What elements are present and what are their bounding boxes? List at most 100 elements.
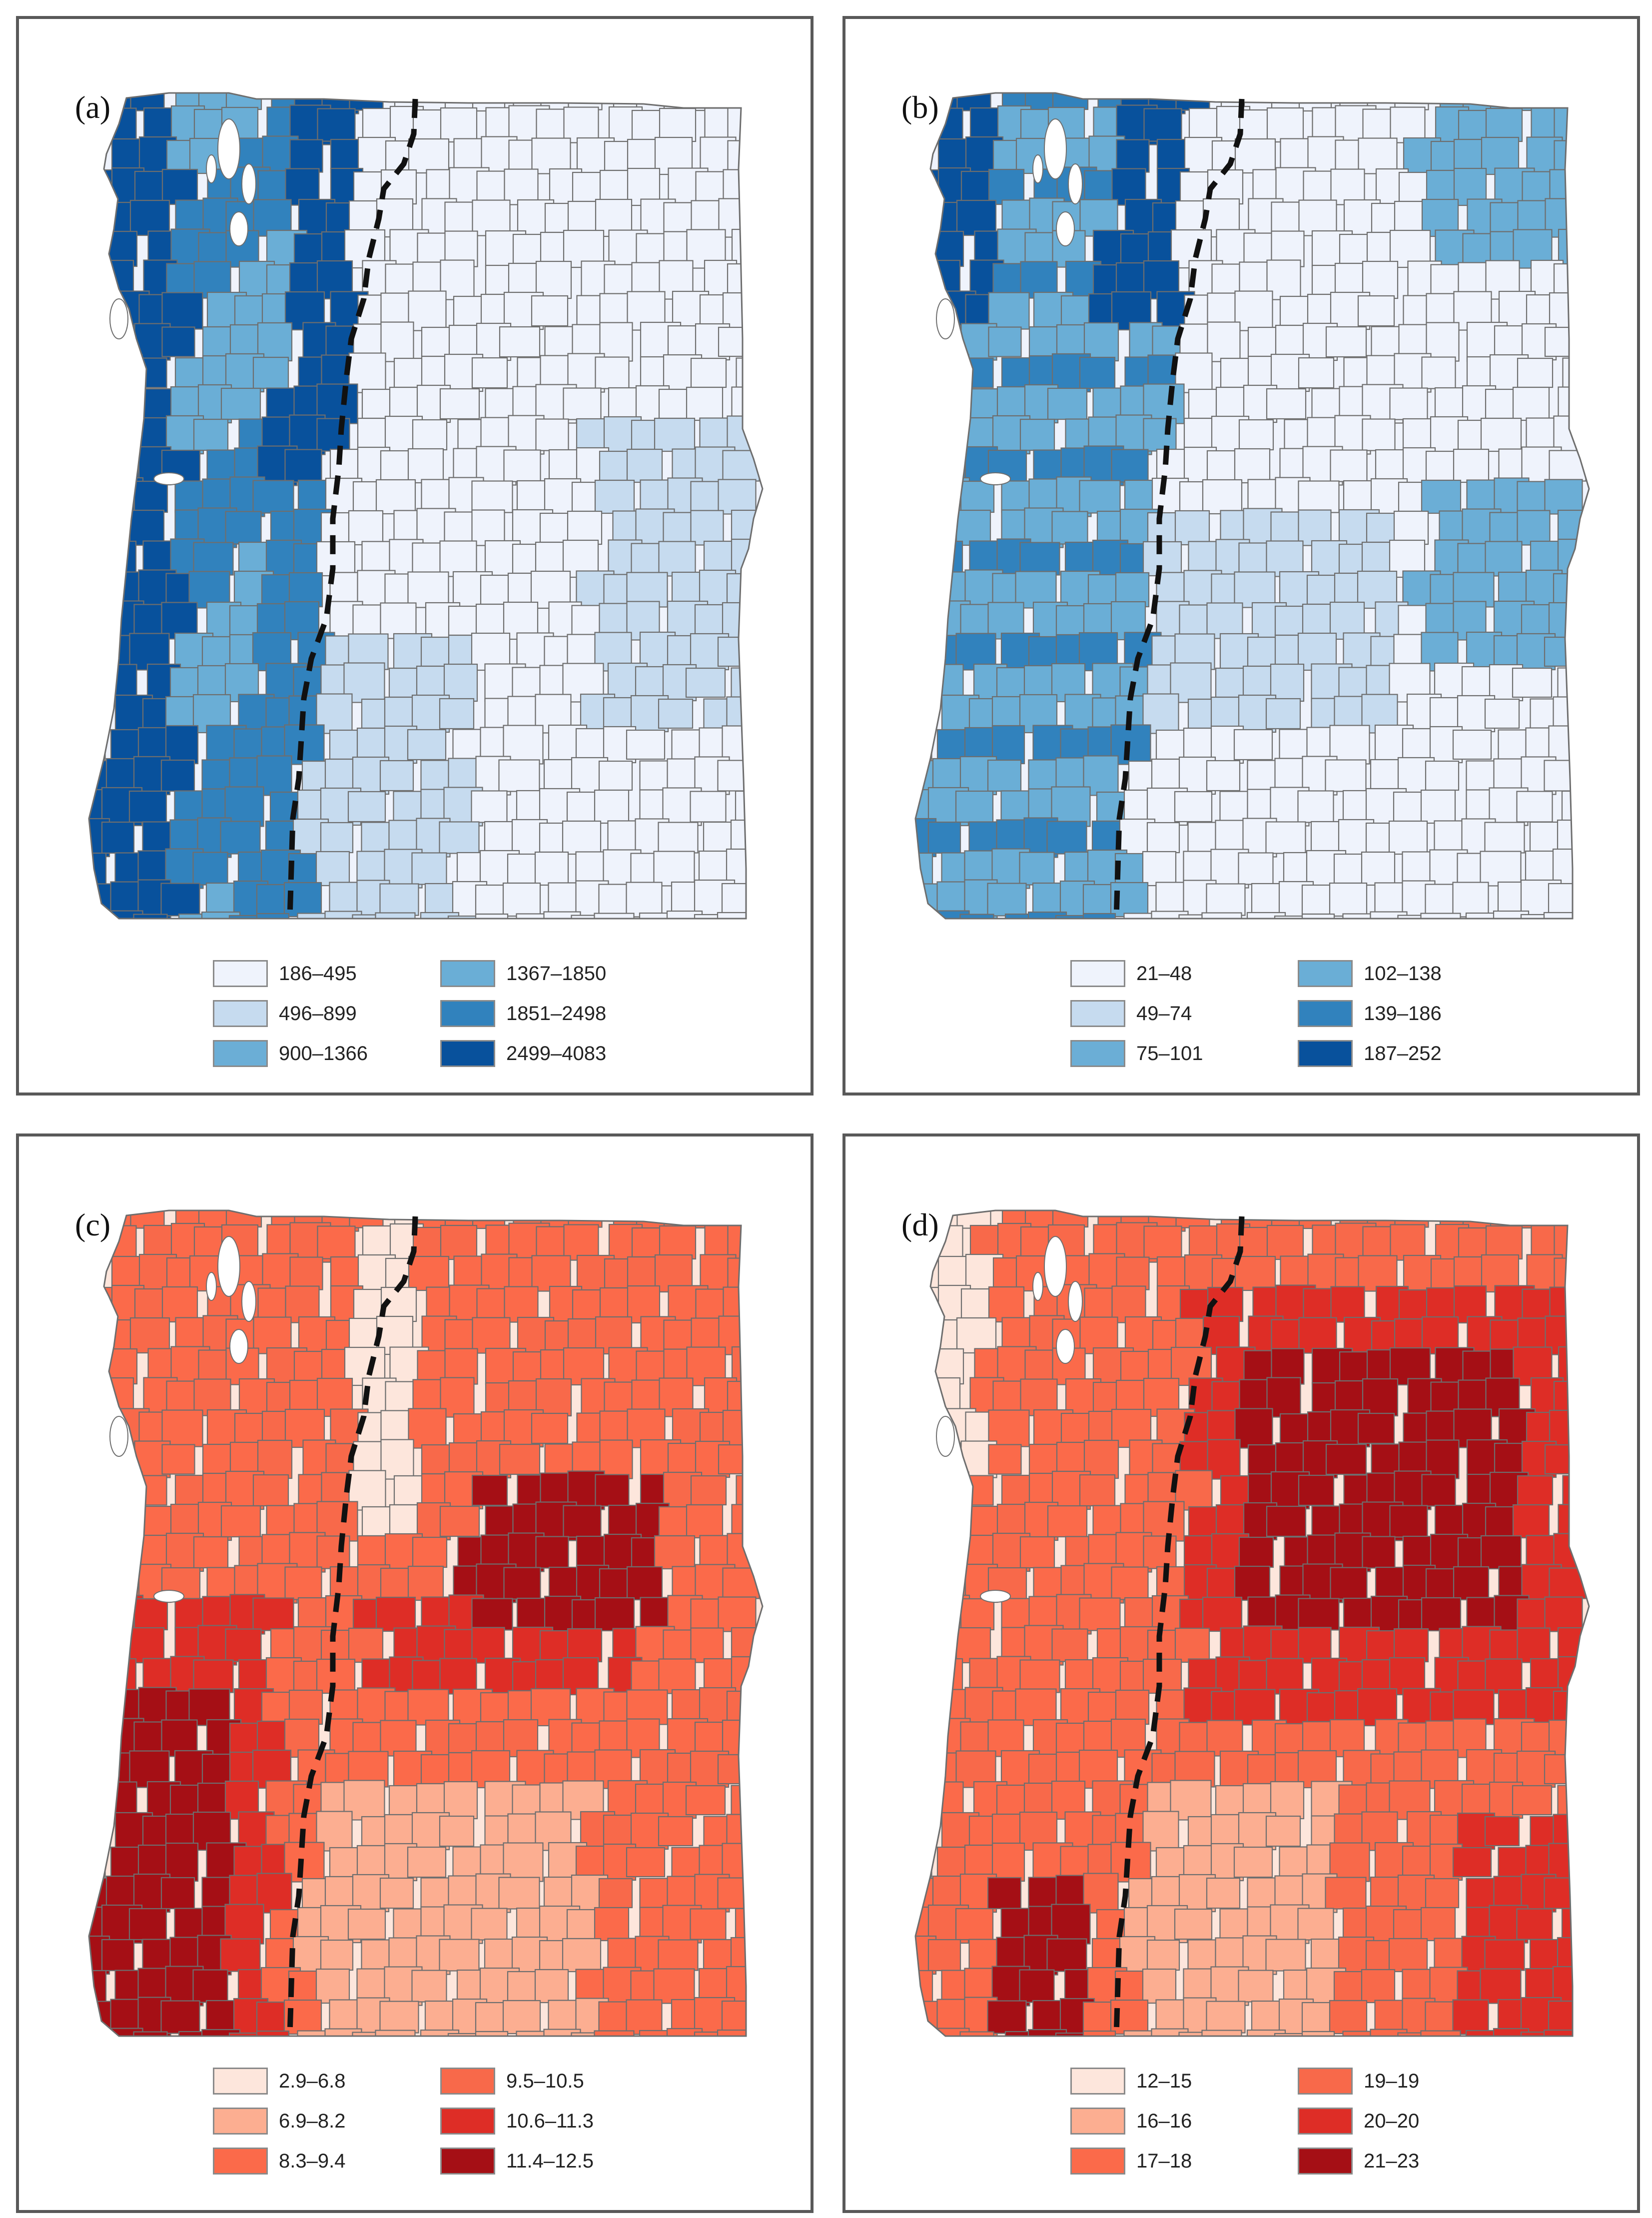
legend-swatch <box>1070 2068 1125 2095</box>
cascade-divide-line <box>1113 1216 1245 2037</box>
region-cell <box>722 450 760 482</box>
region-cell <box>498 1877 540 1910</box>
region-cell <box>1146 1939 1180 1971</box>
region-cell <box>915 1970 933 2003</box>
region-cell <box>408 1408 447 1449</box>
region-cell <box>1490 1210 1527 1227</box>
legend-item: 900–1366 <box>213 1039 368 1069</box>
region-cell <box>225 511 262 545</box>
region-cell <box>568 1210 603 1228</box>
region-cell <box>1557 538 1589 579</box>
region-cell <box>1201 912 1242 919</box>
region-cell <box>1233 1846 1273 1878</box>
region-cell <box>439 1815 475 1847</box>
region-cell <box>375 912 416 919</box>
region-cell <box>439 1939 480 1972</box>
region-cell <box>161 168 198 205</box>
legend-label: 21–23 <box>1364 2150 1420 2172</box>
region-cell <box>1362 418 1396 451</box>
legend-swatch <box>1070 1040 1125 1067</box>
region-cell <box>1055 915 1092 919</box>
region-cell <box>89 1408 106 1449</box>
region-cell <box>97 540 137 577</box>
region-cell <box>89 1256 104 1291</box>
legend-swatch <box>1070 1000 1125 1027</box>
region-cell <box>288 572 323 608</box>
region-cell <box>1358 137 1398 174</box>
region-cell <box>915 1625 942 1665</box>
region-cell <box>731 1785 763 1816</box>
region-cell <box>727 1380 763 1414</box>
region-cell <box>1142 541 1182 577</box>
region-cell <box>1453 1566 1490 1601</box>
region-cell <box>348 510 384 546</box>
region-cell <box>955 1908 994 1941</box>
region-cell <box>89 912 119 919</box>
region-cell <box>1548 883 1587 917</box>
region-cell <box>1019 1536 1055 1569</box>
region-cell <box>498 759 540 792</box>
region-cell <box>89 356 114 390</box>
region-cell <box>89 1350 113 1383</box>
region-cell <box>1082 2030 1116 2036</box>
region-cell <box>956 1317 997 1354</box>
region-cell <box>718 1444 760 1475</box>
region-cell <box>315 1968 350 2004</box>
region-cell <box>717 1877 759 1909</box>
region-cell <box>252 356 289 389</box>
region-cell <box>1520 2031 1554 2036</box>
region-cell <box>1420 913 1461 919</box>
region-cell <box>1490 93 1527 109</box>
region-cell <box>731 1346 763 1387</box>
water-body <box>1056 1329 1075 1364</box>
region-cell <box>959 914 994 919</box>
region-cell <box>915 1502 937 1540</box>
region-cell <box>915 138 931 173</box>
region-cell <box>1361 851 1396 886</box>
region-cell <box>571 2032 606 2036</box>
region-cell <box>128 790 167 823</box>
region-cell <box>988 292 1030 330</box>
region-cell <box>1512 667 1553 698</box>
region-cell <box>563 106 599 143</box>
region-cell <box>1421 1597 1462 1632</box>
region-cell <box>1549 450 1587 482</box>
region-cell <box>718 479 757 515</box>
legend-label: 10.6–11.3 <box>506 2110 594 2132</box>
region-cell <box>471 790 508 823</box>
region-cell <box>1266 1658 1304 1695</box>
region-cell <box>1201 2030 1242 2036</box>
region-cell <box>1051 511 1088 545</box>
region-cell <box>915 852 933 885</box>
region-cell <box>717 760 759 792</box>
region-cell <box>1047 1505 1088 1538</box>
region-cell <box>1397 2032 1432 2036</box>
region-cell <box>289 139 323 173</box>
water-body <box>936 1416 955 1457</box>
region-cell <box>535 418 569 451</box>
region-cell <box>1493 2028 1530 2036</box>
region-cell <box>89 1812 109 1850</box>
region-cell <box>408 290 447 331</box>
legend-swatch <box>213 2108 268 2135</box>
region-cell <box>915 1567 949 1599</box>
region-cell <box>731 538 763 579</box>
region-cell <box>727 263 763 297</box>
region-cell <box>1123 913 1164 919</box>
region-cell <box>1143 108 1182 142</box>
region-cell <box>1206 1720 1243 1757</box>
region-cell <box>1484 698 1520 729</box>
region-cell <box>690 357 727 388</box>
water-bodies <box>109 118 256 485</box>
region-cell <box>440 107 478 143</box>
region-cell <box>89 1660 108 1693</box>
region-cell <box>1557 1785 1589 1816</box>
region-cell <box>1544 760 1586 792</box>
region-cell <box>727 1257 761 1289</box>
region-cell <box>252 1597 294 1631</box>
legend-label: 17–18 <box>1136 2150 1192 2172</box>
region-cell <box>915 479 946 515</box>
region-cell <box>1178 914 1213 919</box>
legend-swatch <box>440 2108 495 2135</box>
region-cell <box>654 1535 696 1570</box>
